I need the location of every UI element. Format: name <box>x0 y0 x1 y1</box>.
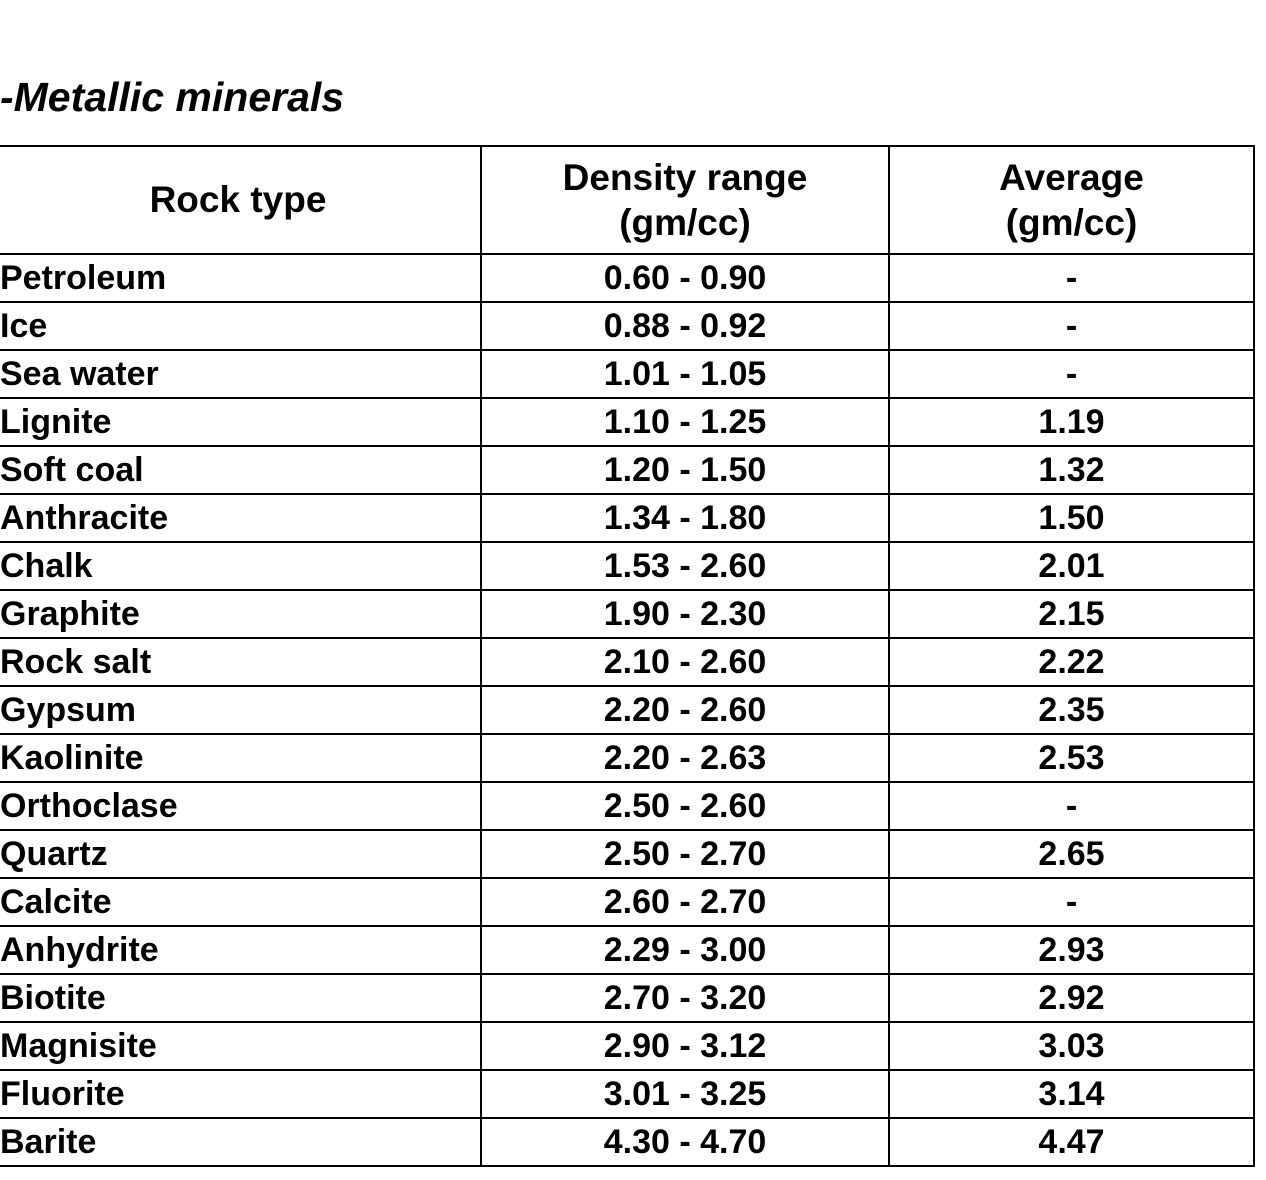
average-cell: 4.47 <box>888 1117 1255 1167</box>
average-cell: 2.01 <box>888 541 1255 591</box>
rock-type-cell: Quartz <box>0 829 482 879</box>
rock-type-cell: Barite <box>0 1117 482 1167</box>
table-row: Orthoclase 2.50 - 2.60- <box>0 781 1255 831</box>
table-row: Gypsum 2.20 - 2.60 2.35 <box>0 685 1255 735</box>
density-range-cell: 2.50 - 2.60 <box>480 781 890 831</box>
density-range-cell: 1.53 - 2.60 <box>480 541 890 591</box>
rock-type-cell: Orthoclase <box>0 781 482 831</box>
rock-type-cell: Magnisite <box>0 1021 482 1071</box>
average-cell: - <box>888 877 1255 927</box>
density-range-cell: 4.30 - 4.70 <box>480 1117 890 1167</box>
rock-type-cell: Biotite <box>0 973 482 1023</box>
table-row: Fluorite 3.01 - 3.25 3.14 <box>0 1069 1255 1119</box>
rock-type-cell: Fluorite <box>0 1069 482 1119</box>
average-cell: 3.14 <box>888 1069 1255 1119</box>
header-density-range-unit: (gm/cc) <box>619 202 751 243</box>
average-cell: - <box>888 349 1255 399</box>
table-row: Chalk 1.53 - 2.60 2.01 <box>0 541 1255 591</box>
table-row: Anthracite 1.34 - 1.80 1.50 <box>0 493 1255 543</box>
table-row: Kaolinite 2.20 - 2.63 2.53 <box>0 733 1255 783</box>
rock-type-cell: Rock salt <box>0 637 482 687</box>
table-row: Soft coal 1.20 - 1.50 1.32 <box>0 445 1255 495</box>
table-row: Lignite 1.10 - 1.25 1.19 <box>0 397 1255 447</box>
table-row: Ice 0.88 - 0.92- <box>0 301 1255 351</box>
density-range-cell: 2.90 - 3.12 <box>480 1021 890 1071</box>
header-average: Average (gm/cc) <box>888 145 1255 255</box>
table-row: Barite 4.30 - 4.70 4.47 <box>0 1117 1255 1167</box>
header-average-unit: (gm/cc) <box>1005 202 1138 243</box>
average-cell: 2.65 <box>888 829 1255 879</box>
table-row: Calcite 2.60 - 2.70- <box>0 877 1255 927</box>
average-cell: 1.50 <box>888 493 1255 543</box>
average-cell: 2.35 <box>888 685 1255 735</box>
density-range-cell: 1.01 - 1.05 <box>480 349 890 399</box>
rock-type-cell: Chalk <box>0 541 482 591</box>
average-cell: 2.53 <box>888 733 1255 783</box>
density-range-cell: 0.60 - 0.90 <box>480 253 890 303</box>
minerals-table: Rock type Density range (gm/cc) Average … <box>0 145 1255 1167</box>
page-title: -Metallic minerals <box>0 74 345 120</box>
average-cell: 3.03 <box>888 1021 1255 1071</box>
average-cell: 2.92 <box>888 973 1255 1023</box>
table-row: Sea water 1.01 - 1.05- <box>0 349 1255 399</box>
average-cell: 2.93 <box>888 925 1255 975</box>
rock-type-cell: Sea water <box>0 349 482 399</box>
header-density-range-label: Density range <box>562 156 808 198</box>
density-range-cell: 3.01 - 3.25 <box>480 1069 890 1119</box>
header-density-range: Density range (gm/cc) <box>480 145 890 255</box>
density-range-cell: 2.10 - 2.60 <box>480 637 890 687</box>
table-row: Biotite 2.70 - 3.20 2.92 <box>0 973 1255 1023</box>
average-cell: - <box>888 781 1255 831</box>
header-rock-type: Rock type <box>0 145 482 255</box>
average-cell: 1.32 <box>888 445 1255 495</box>
table-row: Petroleum 0.60 - 0.90- <box>0 253 1255 303</box>
rock-type-cell: Graphite <box>0 589 482 639</box>
density-range-cell: 2.60 - 2.70 <box>480 877 890 927</box>
average-cell: - <box>888 301 1255 351</box>
rock-type-cell: Gypsum <box>0 685 482 735</box>
density-range-cell: 1.20 - 1.50 <box>480 445 890 495</box>
table-row: Graphite 1.90 - 2.30 2.15 <box>0 589 1255 639</box>
header-row: Rock type Density range (gm/cc) Average … <box>0 145 1255 255</box>
density-range-cell: 1.90 - 2.30 <box>480 589 890 639</box>
average-cell: 2.15 <box>888 589 1255 639</box>
density-range-cell: 2.29 - 3.00 <box>480 925 890 975</box>
average-cell: 2.22 <box>888 637 1255 687</box>
rock-type-cell: Petroleum <box>0 253 482 303</box>
density-range-cell: 0.88 - 0.92 <box>480 301 890 351</box>
rock-type-cell: Anhydrite <box>0 925 482 975</box>
rock-type-cell: Anthracite <box>0 493 482 543</box>
density-range-cell: 2.20 - 2.63 <box>480 733 890 783</box>
density-range-cell: 2.20 - 2.60 <box>480 685 890 735</box>
density-range-cell: 1.10 - 1.25 <box>480 397 890 447</box>
table-row: Rock salt 2.10 - 2.60 2.22 <box>0 637 1255 687</box>
rock-type-cell: Soft coal <box>0 445 482 495</box>
average-cell: - <box>888 253 1255 303</box>
header-rock-type-label: Rock type <box>149 179 327 221</box>
header-average-label: Average <box>999 156 1144 198</box>
table-header: Rock type Density range (gm/cc) Average … <box>0 145 1255 255</box>
density-range-cell: 1.34 - 1.80 <box>480 493 890 543</box>
table-body: Petroleum 0.60 - 0.90- Ice 0.88 - 0.92- Sea … <box>0 253 1255 1167</box>
density-range-cell: 2.70 - 3.20 <box>480 973 890 1023</box>
rock-type-cell: Ice <box>0 301 482 351</box>
table-row: Quartz 2.50 - 2.70 2.65 <box>0 829 1255 879</box>
rock-type-cell: Lignite <box>0 397 482 447</box>
rock-type-cell: Calcite <box>0 877 482 927</box>
table-row: Magnisite 2.90 - 3.12 3.03 <box>0 1021 1255 1071</box>
density-range-cell: 2.50 - 2.70 <box>480 829 890 879</box>
rock-type-cell: Kaolinite <box>0 733 482 783</box>
average-cell: 1.19 <box>888 397 1255 447</box>
table-row: Anhydrite 2.29 - 3.00 2.93 <box>0 925 1255 975</box>
